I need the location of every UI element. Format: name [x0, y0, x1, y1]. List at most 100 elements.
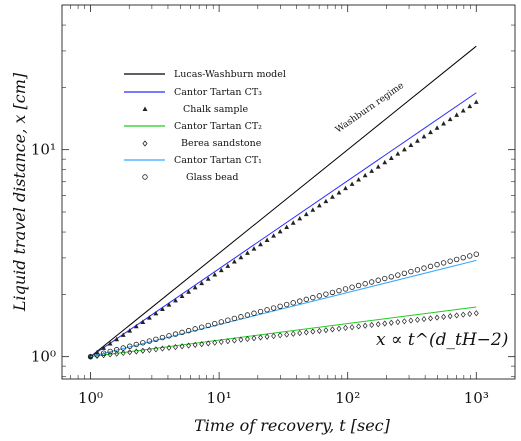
glass-bead-point: [146, 338, 153, 344]
glass-bead-point: [414, 267, 421, 273]
legend-label: Cantor Tartan CT₁: [174, 155, 262, 166]
glass-bead-point: [192, 326, 198, 332]
chalk-sample-point: [330, 194, 335, 199]
legend-entry: Glass bead: [142, 172, 239, 183]
chalk-sample-point: [186, 289, 192, 294]
glass-bead-point: [329, 289, 336, 296]
glass-bead-point: [231, 315, 238, 322]
glass-bead-point: [368, 279, 375, 285]
legend: Lucas-Washburn model Cantor Tartan CT₃ C…: [124, 69, 286, 183]
berea-sandstone-point: [120, 349, 126, 357]
series-line: [90, 92, 477, 358]
glass-bead-point: [159, 334, 166, 341]
chalk-sample-point: [218, 267, 224, 273]
plot-frame: [61, 4, 516, 380]
berea-sandstone-point: [369, 321, 375, 329]
scaling-formula-annotation: x ∝ t^(d_tH−2): [376, 330, 508, 350]
berea-sandstone-point: [297, 330, 303, 337]
berea-sandstone-point: [303, 329, 309, 336]
chalk-sample-point: [133, 323, 139, 329]
glass-bead-point: [185, 327, 192, 334]
chalk-sample-point: [421, 133, 427, 139]
glass-bead-point: [218, 319, 224, 325]
y-tick-label: 10⁰: [31, 348, 56, 366]
glass-bead-point: [355, 282, 362, 289]
chalk-sample-point: [467, 103, 473, 109]
chalk-sample-point: [349, 181, 355, 186]
chalk-sample-point: [441, 121, 446, 126]
berea-sandstone-point: [349, 324, 355, 331]
chalk-sample-point: [166, 302, 172, 307]
chalk-sample-point: [271, 233, 277, 238]
chalk-sample-point: [120, 332, 126, 337]
chalk-sample-point: [323, 198, 329, 204]
berea-sandstone-point: [421, 316, 427, 323]
chalk-sample-point: [212, 272, 218, 277]
chalk-sample-point: [375, 164, 381, 169]
glass-bead-point: [179, 329, 185, 336]
glass-bead-point: [375, 277, 381, 283]
glass-bead-point: [127, 343, 133, 349]
berea-sandstone-point: [146, 346, 152, 354]
chalk-sample-point: [460, 108, 466, 113]
glass-bead-point: [303, 296, 309, 303]
glass-bead-point: [120, 345, 126, 351]
glass-bead-point: [447, 258, 453, 264]
chalk-sample-point: [179, 293, 185, 299]
berea-sandstone-point: [323, 327, 329, 334]
berea-sandstone-point: [101, 352, 107, 359]
chalk-sample-point: [205, 276, 211, 281]
chalk-sample-point: [160, 306, 165, 311]
berea-sandstone-point: [205, 340, 211, 347]
chalk-sample-point: [447, 116, 453, 122]
glass-bead-point: [198, 324, 205, 330]
chalk-sample-point: [303, 211, 309, 217]
legend-label: Lucas-Washburn model: [174, 69, 286, 80]
chalk-sample-point: [434, 125, 440, 130]
chalk-sample-point: [388, 155, 394, 160]
berea-sandstone-point: [179, 343, 185, 350]
berea-sandstone-point: [290, 330, 296, 337]
glass-bead-point: [238, 314, 244, 320]
glass-bead-point: [212, 320, 218, 327]
chalk-sample-point: [310, 207, 316, 212]
chalk-sample-point: [277, 228, 283, 234]
berea-sandstone-point: [414, 316, 420, 323]
berea-sandstone-point: [114, 350, 120, 357]
berea-sandstone-point: [225, 338, 231, 345]
series-line: [90, 259, 477, 358]
glass-bead-point: [100, 350, 107, 356]
chalk-sample-point: [408, 142, 414, 148]
legend-label: Berea sandstone: [181, 138, 262, 149]
chalk-sample-point: [140, 319, 146, 324]
chalk-sample-point: [173, 297, 178, 303]
berea-sandstone-point: [467, 310, 473, 317]
chalk-sample-point: [238, 254, 244, 260]
glass-bead-point: [87, 353, 94, 360]
legend-marker: [142, 140, 148, 147]
chalk-sample-point: [153, 310, 159, 316]
berea-sandstone-point: [127, 349, 133, 356]
berea-sandstone-point: [153, 346, 159, 353]
glass-bead-point: [257, 308, 264, 315]
glass-bead-point: [140, 340, 146, 346]
glass-bead-point: [401, 270, 408, 277]
legend-marker: [142, 106, 148, 111]
glass-bead-point: [395, 272, 401, 278]
berea-sandstone-point: [395, 318, 401, 326]
chalk-sample-point: [336, 190, 342, 195]
berea-sandstone-point: [454, 312, 460, 319]
chalk-sample-point: [101, 345, 107, 350]
chalk-sample-point: [356, 177, 362, 182]
glass-bead-point: [310, 294, 316, 301]
glass-bead-point: [283, 301, 290, 308]
legend-entry: Lucas-Washburn model: [124, 69, 286, 80]
chalk-sample-point: [225, 263, 231, 268]
glass-bead-point: [362, 281, 368, 287]
chalk-sample-point: [199, 280, 205, 286]
chalk-sample-point: [146, 315, 152, 320]
berea-sandstone-point: [447, 313, 453, 320]
berea-sandstone-point: [441, 313, 447, 320]
glass-bead-point: [336, 287, 342, 294]
glass-bead-point: [113, 347, 120, 353]
